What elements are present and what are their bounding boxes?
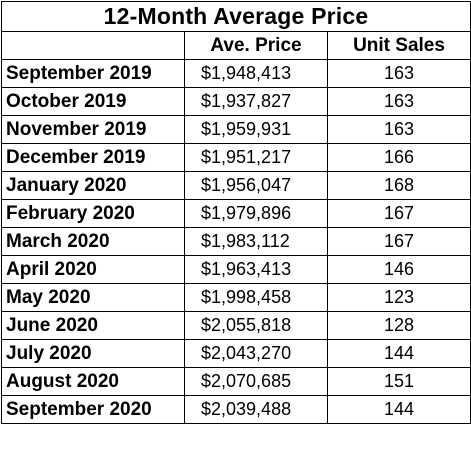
ave-price-cell: $1,959,931 [184,115,328,144]
month-cell: February 2020 [1,199,185,228]
column-header-month [1,31,185,60]
unit-sales-cell: 168 [327,171,471,200]
table-row: October 2019 $1,937,827 163 [1,87,471,116]
month-cell: August 2020 [1,367,185,396]
ave-price-cell: $2,043,270 [184,339,328,368]
ave-price-cell: $2,070,685 [184,367,328,396]
ave-price-cell: $1,983,112 [184,227,328,256]
ave-price-cell: $1,956,047 [184,171,328,200]
table-row: March 2020 $1,983,112 167 [1,227,471,256]
ave-price-cell: $1,979,896 [184,199,328,228]
month-cell: July 2020 [1,339,185,368]
ave-price-cell: $1,951,217 [184,143,328,172]
month-cell: November 2019 [1,115,185,144]
table-row: December 2019 $1,951,217 166 [1,143,471,172]
month-cell: December 2019 [1,143,185,172]
ave-price-cell: $1,948,413 [184,59,328,88]
price-table: 12-Month Average Price Ave. Price Unit S… [1,1,471,424]
table-row: May 2020 $1,998,458 123 [1,283,471,312]
month-cell: January 2020 [1,171,185,200]
column-header-unit-sales: Unit Sales [327,31,471,60]
unit-sales-cell: 163 [327,115,471,144]
unit-sales-cell: 123 [327,283,471,312]
unit-sales-cell: 144 [327,339,471,368]
ave-price-cell: $2,055,818 [184,311,328,340]
unit-sales-cell: 151 [327,367,471,396]
ave-price-cell: $1,963,413 [184,255,328,284]
table-row: April 2020 $1,963,413 146 [1,255,471,284]
unit-sales-cell: 144 [327,395,471,424]
month-cell: October 2019 [1,87,185,116]
unit-sales-cell: 167 [327,199,471,228]
table-body: September 2019 $1,948,413 163 October 2019 $… [1,59,471,424]
table-row: June 2020 $2,055,818 128 [1,311,471,340]
unit-sales-cell: 166 [327,143,471,172]
month-cell: September 2020 [1,395,185,424]
table-row: September 2019 $1,948,413 163 [1,59,471,88]
table-row: September 2020 $2,039,488 144 [1,395,471,424]
month-cell: April 2020 [1,255,185,284]
title-row: 12-Month Average Price [1,1,471,32]
table-row: July 2020 $2,043,270 144 [1,339,471,368]
table-row: January 2020 $1,956,047 168 [1,171,471,200]
table-row: February 2020 $1,979,896 167 [1,199,471,228]
month-cell: May 2020 [1,283,185,312]
header-row: Ave. Price Unit Sales [1,31,471,60]
unit-sales-cell: 146 [327,255,471,284]
ave-price-cell: $1,937,827 [184,87,328,116]
table-row: November 2019 $1,959,931 163 [1,115,471,144]
month-cell: September 2019 [1,59,185,88]
month-cell: March 2020 [1,227,185,256]
ave-price-cell: $2,039,488 [184,395,328,424]
table-title: 12-Month Average Price [1,1,471,32]
ave-price-cell: $1,998,458 [184,283,328,312]
unit-sales-cell: 163 [327,59,471,88]
column-header-ave-price: Ave. Price [184,31,328,60]
unit-sales-cell: 128 [327,311,471,340]
unit-sales-cell: 163 [327,87,471,116]
table-row: August 2020 $2,070,685 151 [1,367,471,396]
month-cell: June 2020 [1,311,185,340]
unit-sales-cell: 167 [327,227,471,256]
